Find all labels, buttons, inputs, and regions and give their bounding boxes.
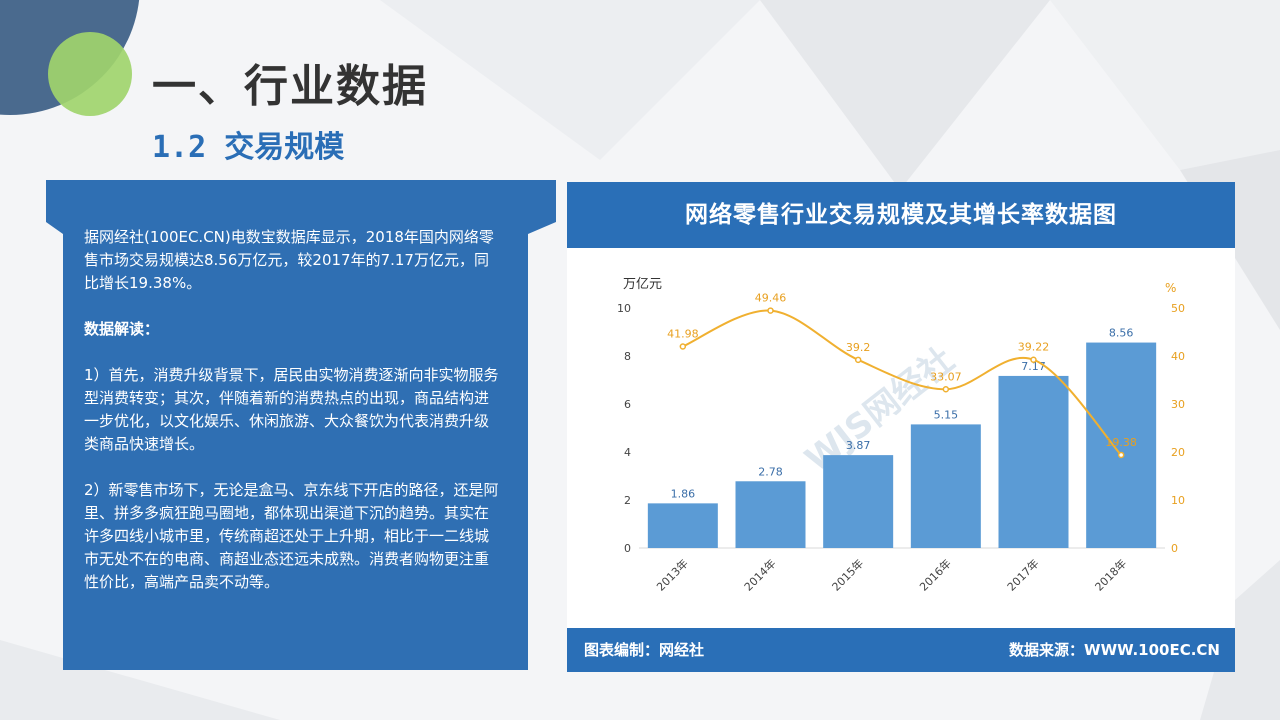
bar-value-label: 1.86 [671, 487, 696, 500]
x-tick-label: 2017年 [1004, 556, 1041, 593]
page-subtitle: 1.2 交易规模 [152, 130, 345, 165]
bar-value-label: 2.78 [758, 465, 783, 478]
y-tick-left: 8 [624, 350, 631, 363]
panel-point-1: 1）首先，消费升级背景下，居民由实物消费逐渐向非实物服务型消费转变；其次，伴随着… [84, 366, 499, 453]
bar [647, 503, 718, 548]
panel-intro: 据网经社(100EC.CN)电数宝数据库显示，2018年国内网络零售市场交易规模… [84, 228, 494, 292]
y-tick-left: 6 [624, 398, 631, 411]
y-tick-left: 0 [624, 542, 631, 555]
y-tick-left: 2 [624, 494, 631, 507]
y-tick-right: 50 [1171, 302, 1185, 315]
growth-rate-label: 39.22 [1018, 341, 1050, 354]
green-accent-circle [48, 32, 132, 116]
growth-rate-point [1117, 451, 1125, 459]
y-axis-right-title: % [1165, 281, 1176, 295]
x-tick-label: 2016年 [916, 556, 953, 593]
growth-rate-label: 49.46 [755, 292, 787, 305]
y-tick-right: 40 [1171, 350, 1185, 363]
growth-rate-label: 19.38 [1105, 436, 1137, 449]
y-tick-right: 20 [1171, 446, 1185, 459]
bar [735, 481, 806, 548]
bar-value-label: 3.87 [846, 439, 871, 452]
growth-rate-point [679, 343, 687, 350]
chart-footer: 图表编制：网经社 数据来源：WWW.100EC.CN [567, 628, 1235, 672]
x-tick-label: 2018年 [1092, 556, 1129, 593]
y-tick-right: 10 [1171, 494, 1185, 507]
growth-rate-point [1030, 356, 1037, 363]
chart-plot: 万亿元 %024681001020304050WJS网经社1.862.783.87… [617, 277, 1185, 594]
bar [910, 424, 981, 548]
panel-shape [46, 180, 556, 670]
growth-rate-point [854, 356, 862, 364]
text-panel: 据网经社(100EC.CN)电数宝数据库显示，2018年国内网络零售市场交易规模… [46, 180, 556, 670]
panel-section-title: 数据解读： [84, 320, 160, 338]
growth-rate-label: 39.2 [846, 341, 871, 354]
y-tick-right: 30 [1171, 398, 1185, 411]
y-tick-right: 0 [1171, 542, 1178, 555]
chart-title: 网络零售行业交易规模及其增长率数据图 [567, 182, 1235, 248]
growth-rate-label: 33.07 [930, 370, 962, 383]
growth-rate-label: 41.98 [667, 327, 699, 340]
bar-value-label: 5.15 [934, 408, 959, 421]
bar-value-label: 8.56 [1109, 327, 1134, 340]
bar [823, 455, 894, 548]
chart-footer-credit: 图表编制：网经社 [584, 641, 705, 659]
bar [1086, 342, 1157, 548]
bar [998, 375, 1069, 548]
x-tick-label: 2015年 [829, 556, 866, 593]
y-tick-left: 4 [624, 446, 631, 459]
x-tick-label: 2014年 [741, 556, 778, 593]
page-title: 一、行业数据 [152, 61, 428, 112]
panel-point-2: 2）新零售市场下，无论是盒马、京东线下开店的路径，还是阿里、拼多多疯狂跑马圈地，… [84, 481, 499, 591]
growth-rate-point [767, 307, 774, 314]
growth-rate-point [942, 386, 950, 393]
y-tick-left: 10 [617, 302, 631, 315]
y-axis-left-title: 万亿元 [623, 277, 662, 292]
chart-card: 网络零售行业交易规模及其增长率数据图 万亿元% 0 2 4 6 8 10 0 10 20 30 40 5… [567, 182, 1235, 672]
x-tick-label: 2013年 [653, 556, 690, 593]
chart-footer-source: 数据来源：WWW.100EC.CN [1009, 641, 1220, 659]
